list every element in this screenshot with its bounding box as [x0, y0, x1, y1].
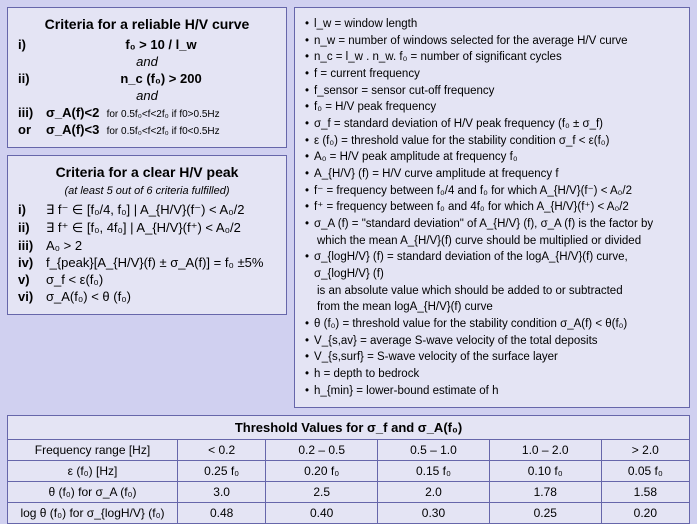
- left-column: Criteria for a reliable H/V curve i)f₀ >…: [7, 7, 287, 408]
- reliable-title: Criteria for a reliable H/V curve: [18, 16, 276, 32]
- reliable-ii-body: n_c (f₀) > 200: [46, 71, 276, 86]
- reliable-iii-cond: for 0.5f₀<f<2f₀ if f0>0.5Hz: [107, 109, 220, 120]
- clear-peak-panel: Criteria for a clear H/V peak (at least …: [7, 155, 287, 315]
- definitions-panel: l_w = window length n_w = number of wind…: [294, 7, 690, 408]
- def-6: f₀ = H/V peak frequency: [305, 99, 679, 116]
- def-9: A₀ = H/V peak amplitude at frequency f₀: [305, 149, 679, 166]
- def-8: ε (f₀) = threshold value for the stabili…: [305, 133, 679, 150]
- clear-ii-body: ∃ f⁺ ∈ [f₀, 4f₀] | A_{H/V}(f⁺) < A₀/2: [46, 220, 276, 236]
- def-19: h_{min} = lower-bound estimate of h: [305, 383, 679, 400]
- reliable-or-body: σ_A(f)<3: [46, 122, 99, 137]
- table-r1-2: 0.20 f₀: [266, 461, 378, 482]
- clear-iv-key: iv): [18, 255, 46, 270]
- clear-vi-key: vi): [18, 289, 46, 304]
- table-header-2: 0.2 – 0.5: [266, 440, 378, 461]
- def-3: n_c = l_w . n_w. f₀ = number of signific…: [305, 49, 679, 66]
- reliable-iii-key: iii): [18, 105, 46, 120]
- table-row: Frequency range [Hz] < 0.2 0.2 – 0.5 0.5…: [8, 440, 690, 461]
- clear-vi-body: σ_A(f₀) < θ (f₀): [46, 289, 276, 304]
- table-r1-5: 0.05 f₀: [601, 461, 689, 482]
- clear-iv-body: f_{peak}[A_{H/V}(f) ± σ_A(f)] = f₀ ±5%: [46, 255, 276, 270]
- def-14c: is an absolute value which should be add…: [305, 283, 679, 300]
- def-1: l_w = window length: [305, 16, 679, 33]
- table-r3-0: log θ (f₀) for σ_{logH/V} (f₀): [8, 503, 178, 524]
- table-r3-1: 0.48: [178, 503, 266, 524]
- def-5: f_sensor = sensor cut-off frequency: [305, 83, 679, 100]
- table-r1-3: 0.15 f₀: [378, 461, 490, 482]
- reliable-or-cond: for 0.5f₀<f<2f₀ if f0<0.5Hz: [107, 126, 220, 137]
- def-13c: which the mean A_{H/V}(f) curve should b…: [305, 233, 679, 250]
- table-r2-2: 2.5: [266, 482, 378, 503]
- table-r2-4: 1.78: [489, 482, 601, 503]
- def-16: V_{s,av} = average S-wave velocity of th…: [305, 333, 679, 350]
- clear-sub: (at least 5 out of 6 criteria fulfilled): [18, 185, 276, 197]
- table-r1-4: 0.10 f₀: [489, 461, 601, 482]
- reliable-iii-body: σ_A(f)<2: [46, 105, 99, 120]
- table-header-1: < 0.2: [178, 440, 266, 461]
- table-caption: Threshold Values for σ_f and σ_A(f₀): [8, 416, 690, 440]
- table-r2-5: 1.58: [601, 482, 689, 503]
- def-18: h = depth to bedrock: [305, 366, 679, 383]
- def-13: σ_A (f) = "standard deviation" of A_{H/V…: [305, 216, 679, 233]
- top-row: Criteria for a reliable H/V curve i)f₀ >…: [7, 7, 690, 408]
- def-11: f⁻ = frequency between f₀/4 and f₀ for w…: [305, 183, 679, 200]
- threshold-table: Threshold Values for σ_f and σ_A(f₀) Fre…: [7, 415, 690, 524]
- table-r3-5: 0.20: [601, 503, 689, 524]
- clear-i-key: i): [18, 202, 46, 217]
- clear-title: Criteria for a clear H/V peak: [18, 164, 276, 180]
- table-r3-4: 0.25: [489, 503, 601, 524]
- reliable-ii-key: ii): [18, 71, 46, 86]
- def-15: θ (f₀) = threshold value for the stabili…: [305, 316, 679, 333]
- clear-iii-key: iii): [18, 238, 46, 253]
- table-r1-0: ε (f₀) [Hz]: [8, 461, 178, 482]
- table-header-4: 1.0 – 2.0: [489, 440, 601, 461]
- def-2: n_w = number of windows selected for the…: [305, 33, 679, 50]
- table-row: θ (f₀) for σ_A (f₀) 3.0 2.5 2.0 1.78 1.5…: [8, 482, 690, 503]
- table-r3-2: 0.40: [266, 503, 378, 524]
- clear-v-key: v): [18, 272, 46, 287]
- table-r3-3: 0.30: [378, 503, 490, 524]
- def-10: A_{H/V} (f) = H/V curve amplitude at fre…: [305, 166, 679, 183]
- def-7: σ_f = standard deviation of H/V peak fre…: [305, 116, 679, 133]
- table-r2-1: 3.0: [178, 482, 266, 503]
- def-4: f = current frequency: [305, 66, 679, 83]
- and-2: and: [18, 88, 276, 103]
- clear-ii-key: ii): [18, 220, 46, 235]
- table-r2-0: θ (f₀) for σ_A (f₀): [8, 482, 178, 503]
- table-row: log θ (f₀) for σ_{logH/V} (f₀) 0.48 0.40…: [8, 503, 690, 524]
- clear-v-body: σ_f < ε(f₀): [46, 272, 276, 287]
- def-14: σ_{logH/V} (f) = standard deviation of t…: [305, 249, 679, 282]
- table-row: ε (f₀) [Hz] 0.25 f₀ 0.20 f₀ 0.15 f₀ 0.10…: [8, 461, 690, 482]
- reliable-criteria-panel: Criteria for a reliable H/V curve i)f₀ >…: [7, 7, 287, 148]
- table-r2-3: 2.0: [378, 482, 490, 503]
- clear-iii-body: A₀ > 2: [46, 238, 276, 253]
- def-12: f⁺ = frequency between f₀ and 4f₀ for wh…: [305, 199, 679, 216]
- table-header-0: Frequency range [Hz]: [8, 440, 178, 461]
- and-1: and: [18, 54, 276, 69]
- table-header-3: 0.5 – 1.0: [378, 440, 490, 461]
- reliable-or-key: or: [18, 122, 46, 137]
- table-r1-1: 0.25 f₀: [178, 461, 266, 482]
- reliable-i-key: i): [18, 37, 46, 52]
- def-17: V_{s,surf} = S-wave velocity of the surf…: [305, 349, 679, 366]
- clear-i-body: ∃ f⁻ ∈ [f₀/4, f₀] | A_{H/V}(f⁻) < A₀/2: [46, 202, 276, 218]
- def-14c2: from the mean logA_{H/V}(f) curve: [305, 299, 679, 316]
- reliable-i-body: f₀ > 10 / l_w: [46, 37, 276, 52]
- table-header-5: > 2.0: [601, 440, 689, 461]
